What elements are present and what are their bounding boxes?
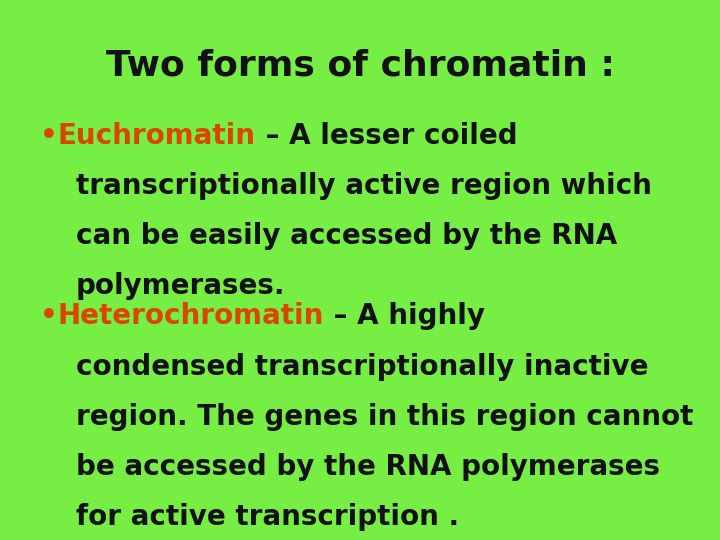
Text: – A highly: – A highly <box>324 302 485 330</box>
Text: can be easily accessed by the RNA: can be easily accessed by the RNA <box>76 222 617 250</box>
Text: Heterochromatin: Heterochromatin <box>58 302 324 330</box>
Text: Euchromatin: Euchromatin <box>58 122 256 150</box>
Text: •: • <box>40 302 58 330</box>
Text: – A lesser coiled: – A lesser coiled <box>256 122 517 150</box>
Text: for active transcription .: for active transcription . <box>76 503 459 531</box>
Text: region. The genes in this region cannot: region. The genes in this region cannot <box>76 403 693 431</box>
Text: •: • <box>40 122 58 150</box>
Text: be accessed by the RNA polymerases: be accessed by the RNA polymerases <box>76 453 660 481</box>
Text: condensed transcriptionally inactive: condensed transcriptionally inactive <box>76 353 648 381</box>
Text: transcriptionally active region which: transcriptionally active region which <box>76 172 652 200</box>
Text: Two forms of chromatin :: Two forms of chromatin : <box>106 49 614 83</box>
Text: polymerases.: polymerases. <box>76 272 285 300</box>
